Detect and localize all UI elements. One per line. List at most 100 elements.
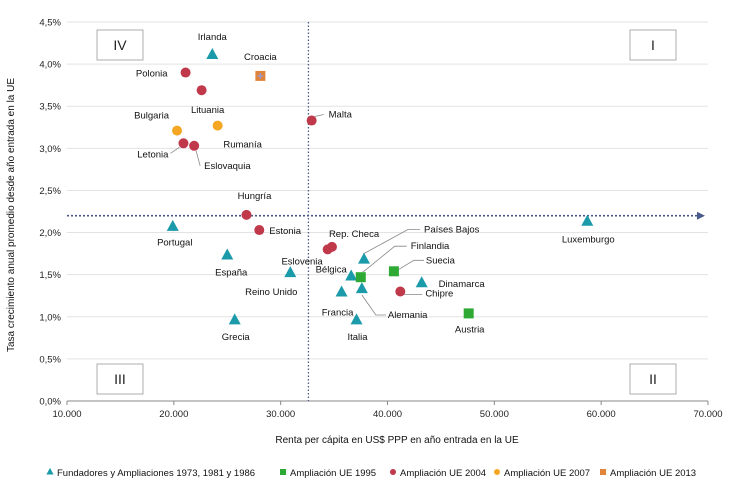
label-croacia: Croacia — [244, 52, 277, 63]
label-eslovaquia: Eslovaquia — [204, 161, 251, 172]
label-portugal: Portugal — [157, 238, 192, 249]
label-alemania: Alemania — [388, 310, 428, 321]
y-tick-label: 1,0% — [39, 312, 61, 323]
leader-line-alemania — [361, 294, 386, 316]
label-rep-checa: Rep. Checa — [329, 229, 380, 240]
label-estonia: Estonia — [269, 226, 301, 237]
label-bulgaria: Bulgaria — [134, 111, 170, 122]
point-paises-bajos — [357, 252, 370, 264]
legend: Fundadores y Ampliaciones 1973, 1981 y 1… — [46, 467, 696, 479]
legend-entry-1: Ampliación UE 1995 — [290, 468, 376, 479]
point-reino-unido — [284, 266, 297, 278]
legend-entry-4: Ampliación UE 2013 — [610, 468, 696, 479]
label-grecia: Grecia — [222, 332, 251, 343]
x-tick-label: 60.000 — [587, 409, 616, 420]
y-tick-label: 0,5% — [39, 354, 61, 365]
quadrant-iii-box: III — [96, 363, 144, 395]
quadrant-i-label: I — [651, 37, 655, 53]
y-axis-title: Tasa crecimiento anual promedio desde añ… — [6, 78, 17, 352]
leader-line-suecia — [398, 259, 424, 270]
point-portugal — [166, 219, 179, 231]
point-rumania — [212, 120, 223, 131]
legend-marker-0 — [46, 467, 54, 475]
point-lituania — [196, 85, 207, 96]
label-francia: Francia — [322, 307, 354, 318]
label-chipre: Chipre — [425, 289, 453, 300]
point-eslovenia — [322, 244, 333, 255]
point-bulgaria — [172, 125, 183, 136]
y-tick-label: 2,0% — [39, 228, 61, 239]
point-estonia — [254, 225, 265, 236]
y-tick-label: 3,0% — [39, 144, 61, 155]
legend-marker-2 — [390, 469, 396, 475]
x-tick-label: 20.000 — [159, 409, 188, 420]
quadrant-iii-label: III — [114, 371, 126, 387]
point-hungria — [241, 209, 252, 220]
point-espana — [221, 248, 234, 260]
label-lituania: Lituania — [191, 105, 225, 116]
quadrant-iv-label: IV — [113, 37, 127, 53]
label-irlanda: Irlanda — [198, 32, 228, 43]
y-tick-label: 4,0% — [39, 60, 61, 71]
x-tick-label: 10.000 — [52, 409, 81, 420]
legend-entry-0: Fundadores y Ampliaciones 1973, 1981 y 1… — [57, 468, 255, 479]
legend-marker-1 — [280, 469, 286, 475]
point-letonia — [178, 138, 189, 149]
point-luxemburgo — [581, 214, 594, 226]
point-finlandia — [355, 272, 366, 283]
label-finlandia: Finlandia — [411, 241, 450, 252]
point-francia — [335, 285, 348, 297]
x-tick-label: 50.000 — [480, 409, 509, 420]
label-eslovenia: Eslovenia — [281, 256, 323, 267]
label-belgica: Bélgica — [316, 264, 348, 275]
x-axis-title: Renta per cápita en US$ PPP en año entra… — [275, 435, 519, 446]
label-austria: Austria — [455, 324, 485, 335]
legend-marker-4 — [600, 469, 606, 475]
label-luxemburgo: Luxemburgo — [562, 235, 615, 246]
point-belgica — [345, 269, 358, 281]
quadrant-iv-box: IV — [96, 29, 144, 61]
legend-entry-2: Ampliación UE 2004 — [400, 468, 486, 479]
point-suecia — [388, 266, 399, 277]
x-tick-label: 40.000 — [373, 409, 402, 420]
label-espana: España — [215, 267, 248, 278]
point-italia — [350, 313, 363, 325]
point-austria — [463, 308, 474, 319]
label-letonia: Letonia — [137, 149, 169, 160]
label-hungria: Hungría — [238, 191, 273, 202]
label-paises-bajos: Países Bajos — [424, 225, 480, 236]
label-polonia: Polonia — [136, 69, 168, 80]
leader-line-letonia — [170, 146, 180, 154]
point-eslovaquia — [189, 140, 200, 151]
point-polonia — [180, 67, 191, 78]
y-tick-label: 2,5% — [39, 186, 61, 197]
quadrant-i-box: I — [629, 29, 677, 61]
legend-marker-3 — [494, 469, 500, 475]
quadrant-ii-box: II — [629, 363, 677, 395]
leader-line-eslovaquia — [195, 150, 201, 166]
y-tick-label: 4,5% — [39, 18, 61, 29]
label-rumania: Rumanía — [223, 140, 262, 151]
quadrant-ii-label: II — [649, 371, 657, 387]
x-tick-label: 70.000 — [693, 409, 722, 420]
point-alemania — [355, 282, 368, 294]
point-chipre — [395, 286, 406, 297]
leader-line-malta — [314, 114, 324, 117]
label-reino-unido: Reino Unido — [245, 287, 297, 298]
label-dinamarca: Dinamarca — [439, 279, 486, 290]
y-tick-label: 3,5% — [39, 102, 61, 113]
label-malta: Malta — [329, 110, 353, 121]
label-italia: Italia — [347, 332, 368, 343]
x-tick-label: 30.000 — [266, 409, 295, 420]
point-malta — [306, 115, 317, 126]
point-irlanda — [206, 48, 219, 60]
leader-line-paises-bajos — [363, 229, 420, 254]
leader-line-finlandia — [362, 245, 407, 273]
legend-entry-3: Ampliación UE 2007 — [504, 468, 590, 479]
point-dinamarca — [415, 276, 428, 288]
point-grecia — [228, 313, 241, 325]
label-suecia: Suecia — [426, 255, 456, 266]
y-tick-label: 1,5% — [39, 270, 61, 281]
y-tick-label: 0,0% — [39, 397, 61, 408]
